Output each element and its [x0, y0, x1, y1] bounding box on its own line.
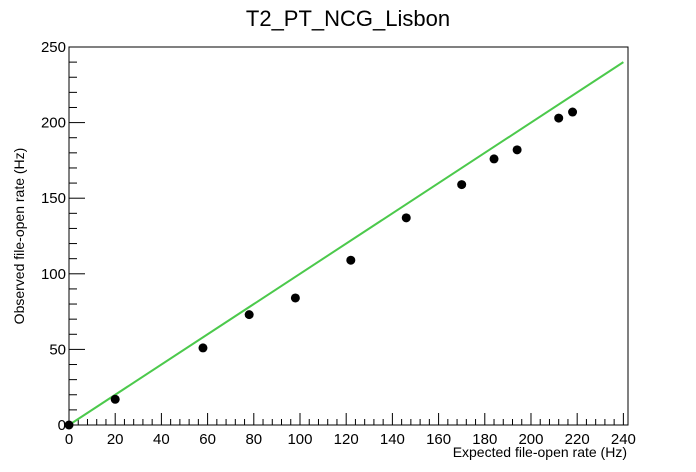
series-layer	[64, 61, 624, 430]
y-tick-label: 250	[41, 39, 66, 56]
x-tick-label: 180	[472, 431, 497, 448]
x-tick-label: 60	[199, 431, 216, 448]
x-tick-label: 240	[611, 431, 636, 448]
y-tick-label: 100	[41, 266, 66, 283]
data-point	[512, 145, 522, 155]
x-tick-label: 20	[107, 431, 124, 448]
y-tick-label: 0	[58, 417, 66, 434]
data-point	[401, 213, 411, 223]
chart-title: T2_PT_NCG_Lisbon	[246, 6, 450, 31]
reference-line	[68, 61, 624, 426]
data-point	[457, 180, 467, 190]
data-point	[244, 310, 254, 320]
data-point	[290, 293, 300, 303]
plot-frame	[68, 46, 629, 426]
data-point	[64, 420, 74, 430]
y-tick-label: 50	[49, 341, 66, 358]
x-tick-label: 160	[426, 431, 451, 448]
x-axis-label: Expected file-open rate (Hz)	[453, 444, 627, 460]
x-tick-label: 80	[245, 431, 262, 448]
y-axis-label: Observed file-open rate (Hz)	[11, 148, 27, 325]
data-point	[554, 113, 564, 123]
x-tick-label: 0	[65, 431, 73, 448]
x-tick-label: 140	[380, 431, 405, 448]
x-tick-label: 200	[518, 431, 543, 448]
x-tick-label: 40	[153, 431, 170, 448]
data-point	[110, 394, 120, 404]
x-axis: 0 20 40 60 80 100 120 140 160 180 200 220 240	[65, 413, 636, 448]
y-tick-label: 150	[41, 190, 66, 207]
data-point	[489, 154, 499, 164]
data-point	[346, 255, 356, 265]
y-axis: 0 50 100 150 200 250	[41, 39, 85, 434]
x-tick-label: 220	[565, 431, 590, 448]
data-point	[568, 107, 578, 117]
y-tick-label: 200	[41, 115, 66, 132]
x-tick-label: 100	[287, 431, 312, 448]
data-point	[198, 343, 208, 353]
x-tick-label: 120	[334, 431, 359, 448]
